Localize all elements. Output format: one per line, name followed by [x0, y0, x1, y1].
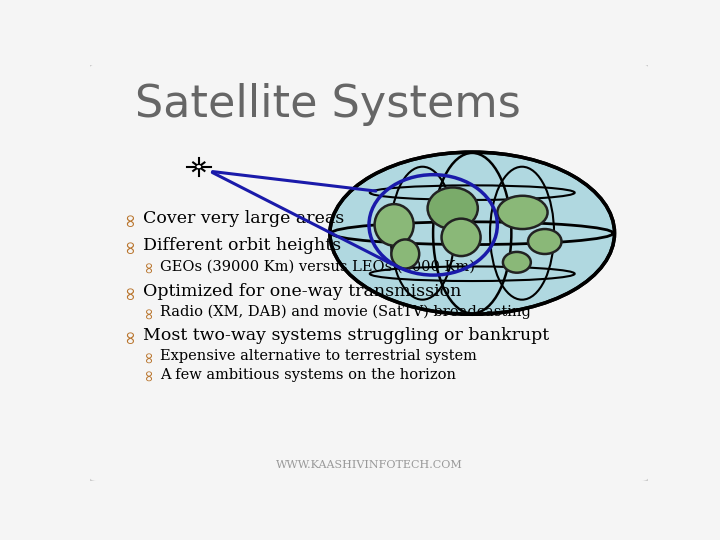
- Text: Different orbit heights: Different orbit heights: [143, 237, 341, 254]
- Text: GEOs (39000 Km) versus LEOs (2000 Km): GEOs (39000 Km) versus LEOs (2000 Km): [160, 259, 474, 273]
- Text: ∞: ∞: [141, 349, 156, 362]
- Text: Radio (XM, DAB) and movie (SatTV) broadcasting: Radio (XM, DAB) and movie (SatTV) broadc…: [160, 305, 531, 319]
- Text: Satellite Systems: Satellite Systems: [135, 83, 521, 126]
- Text: Optimized for one-way transmission: Optimized for one-way transmission: [143, 283, 462, 300]
- Text: WWW.KAASHIVINFOTECH.COM: WWW.KAASHIVINFOTECH.COM: [276, 460, 462, 470]
- Text: ∞: ∞: [120, 211, 138, 226]
- Ellipse shape: [196, 164, 202, 169]
- Text: Expensive alternative to terrestrial system: Expensive alternative to terrestrial sys…: [160, 349, 477, 363]
- FancyBboxPatch shape: [89, 64, 649, 482]
- Ellipse shape: [498, 196, 548, 229]
- Text: ∞: ∞: [141, 368, 156, 381]
- Ellipse shape: [503, 252, 531, 273]
- Ellipse shape: [428, 187, 478, 229]
- Text: ∞: ∞: [120, 284, 138, 299]
- Text: Cover very large areas: Cover very large areas: [143, 210, 344, 227]
- Ellipse shape: [374, 204, 413, 246]
- Ellipse shape: [392, 239, 419, 268]
- Text: A few ambitious systems on the horizon: A few ambitious systems on the horizon: [160, 368, 456, 382]
- Text: ∞: ∞: [120, 327, 138, 343]
- Text: ∞: ∞: [120, 238, 138, 253]
- Text: Most two-way systems struggling or bankrupt: Most two-way systems struggling or bankr…: [143, 327, 549, 343]
- Text: ∞: ∞: [141, 306, 156, 319]
- Ellipse shape: [441, 219, 481, 256]
- Text: ∞: ∞: [141, 260, 156, 273]
- Ellipse shape: [528, 229, 562, 254]
- Ellipse shape: [330, 152, 615, 314]
